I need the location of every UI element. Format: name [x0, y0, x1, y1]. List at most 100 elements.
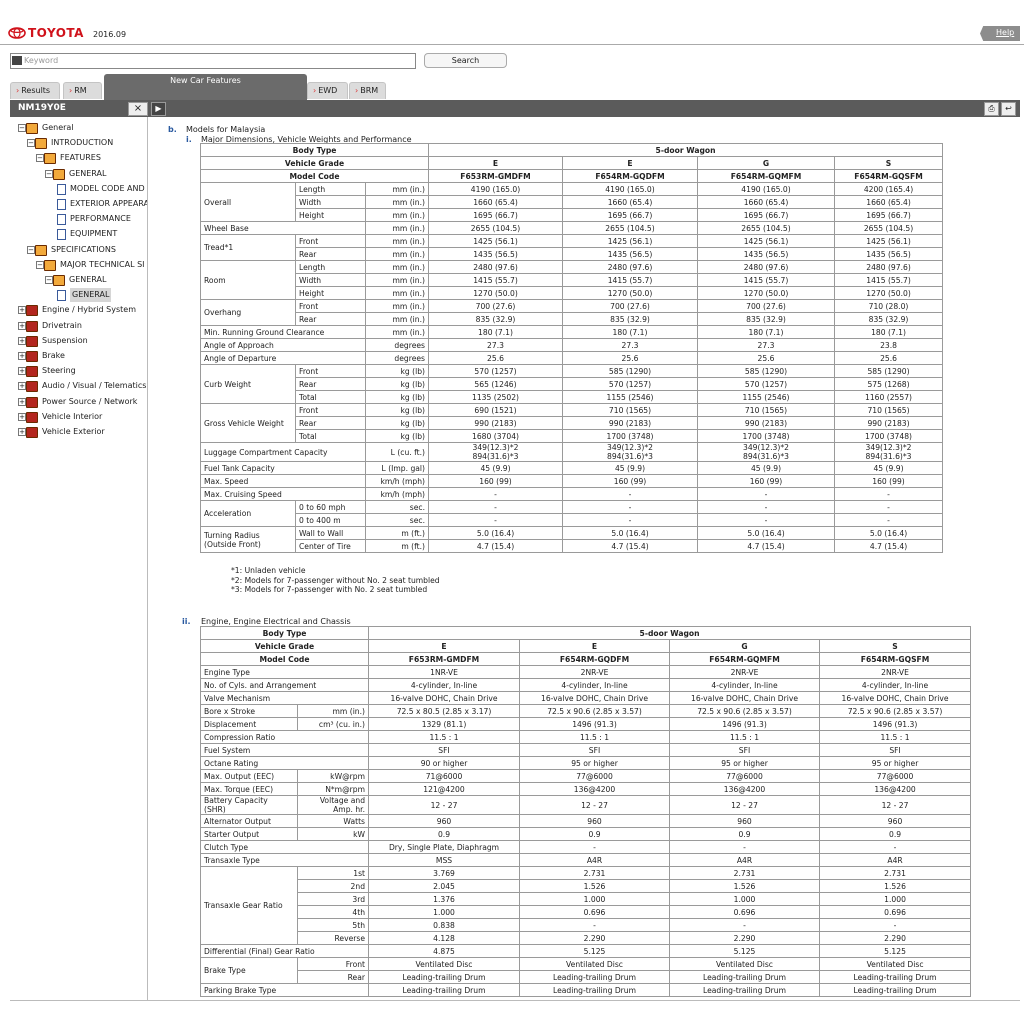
cell: degrees: [365, 351, 429, 365]
cell: S: [819, 639, 972, 653]
expander[interactable]: +: [18, 321, 26, 330]
tree-item[interactable]: − GENERAL: [10, 167, 147, 181]
tab[interactable]: › RM: [63, 82, 102, 99]
tree-label[interactable]: SPECIFICATIONS: [51, 244, 116, 254]
tree-item[interactable]: − SPECIFICATIONS: [10, 243, 147, 257]
tree-item[interactable]: − General: [10, 121, 147, 135]
tree-item[interactable]: + Audio / Visual / Telematics: [10, 379, 147, 393]
tree-label[interactable]: GENERAL: [70, 288, 112, 303]
footnote: *3: Models for 7-passenger with No. 2 se…: [231, 585, 428, 594]
cell: 1.000: [368, 905, 521, 919]
tree-item[interactable]: − GENERAL: [10, 273, 147, 287]
tree-label[interactable]: Drivetrain: [42, 320, 82, 330]
expander[interactable]: +: [18, 412, 26, 421]
cell: Front: [296, 957, 370, 971]
cell: 1435 (56.5): [833, 247, 944, 261]
tree-label[interactable]: Suspension: [42, 335, 88, 345]
tab-label[interactable]: RM: [74, 86, 87, 95]
cell: Front: [295, 299, 366, 313]
expander[interactable]: −: [36, 260, 44, 269]
data-row: Fuel Tank Capacity L (Imp. gal) 45 (9.9) 45…: [200, 461, 944, 475]
tree-item[interactable]: + Vehicle Interior: [10, 410, 147, 424]
tree-label[interactable]: Vehicle Interior: [42, 411, 103, 421]
expander[interactable]: −: [18, 124, 26, 132]
expander[interactable]: +: [18, 352, 26, 360]
tree-item[interactable]: GENERAL: [10, 288, 147, 303]
expander[interactable]: −: [27, 139, 35, 148]
cell: 2655 (104.5): [697, 221, 835, 235]
tree-item[interactable]: + Steering: [10, 364, 147, 378]
close-button[interactable]: ×: [128, 102, 148, 116]
tree-label[interactable]: INTRODUCTION: [51, 138, 114, 148]
tree-label[interactable]: Vehicle Exterior: [42, 427, 105, 436]
back-button[interactable]: ↩: [1001, 102, 1016, 116]
tree-label[interactable]: GENERAL: [69, 168, 107, 178]
tree-item[interactable]: + Brake: [10, 349, 147, 363]
expander[interactable]: −: [45, 276, 53, 284]
cell: 1270 (50.0): [428, 286, 563, 300]
tree-label[interactable]: Audio / Visual / Telematics: [42, 381, 147, 391]
cell: 11.5 : 1: [519, 730, 671, 744]
tree-label[interactable]: GENERAL: [69, 275, 107, 284]
expander[interactable]: +: [18, 397, 26, 406]
tree-label[interactable]: EQUIPMENT: [70, 229, 118, 239]
expander[interactable]: −: [36, 154, 44, 163]
tree-label[interactable]: Power Source / Network: [42, 396, 138, 406]
keyword-input[interactable]: Keyword: [10, 53, 416, 69]
tree-item[interactable]: + Drivetrain: [10, 319, 147, 333]
expander[interactable]: +: [18, 382, 26, 391]
tree-item[interactable]: − INTRODUCTION: [10, 136, 147, 150]
tree-label[interactable]: EXTERIOR APPEARA: [70, 199, 148, 208]
tree-item[interactable]: + Engine / Hybrid System: [10, 303, 147, 317]
search-label[interactable]: Search: [451, 56, 480, 65]
tab-label[interactable]: BRM: [360, 86, 379, 95]
tab[interactable]: › BRM: [349, 82, 386, 99]
cell: 1415 (55.7): [697, 273, 835, 287]
tree-item[interactable]: − MAJOR TECHNICAL SI: [10, 258, 147, 272]
tree-item[interactable]: + Suspension: [10, 334, 147, 348]
data-row: Overall Length mm (in.) 4190 (165.0) 4190 (1…: [200, 182, 944, 222]
cell: 72.5 x 90.6 (2.85 x 3.57): [819, 704, 972, 718]
tree-item[interactable]: EXTERIOR APPEARA: [10, 197, 147, 211]
tree-label[interactable]: PERFORMANCE: [70, 214, 131, 224]
cell: Wall to Wall: [295, 526, 366, 540]
tab-label[interactable]: Results: [21, 86, 51, 95]
tab-label[interactable]: EWD: [318, 86, 338, 95]
cell: 4-cylinder, In-line: [819, 678, 972, 692]
print-button[interactable]: ⎙: [984, 102, 999, 116]
search-button[interactable]: Search: [424, 53, 507, 68]
data-row: Battery Capacity (SHR) Voltage and Amp. h…: [200, 795, 972, 815]
cell: 77@6000: [819, 769, 972, 783]
tree-label[interactable]: MAJOR TECHNICAL SI: [60, 259, 145, 269]
tree-label[interactable]: General: [42, 123, 74, 132]
cell: 349(12.3)*2 894(31.6)*3: [562, 442, 698, 462]
tab-label[interactable]: New Car Features: [170, 76, 241, 85]
expander[interactable]: +: [18, 428, 26, 436]
tree-label[interactable]: Steering: [42, 366, 76, 376]
help-label[interactable]: Help: [996, 28, 1015, 37]
tree-item[interactable]: − FEATURES: [10, 151, 147, 165]
cell: -: [819, 840, 972, 854]
help-button[interactable]: Help: [980, 26, 1020, 41]
tree-label[interactable]: Brake: [42, 351, 65, 360]
tree-label[interactable]: MODEL CODE AND: [70, 183, 145, 193]
tree-item[interactable]: + Vehicle Exterior: [10, 425, 147, 439]
tree-label[interactable]: Engine / Hybrid System: [42, 305, 136, 315]
tree-item[interactable]: PERFORMANCE: [10, 212, 147, 226]
expander[interactable]: +: [18, 367, 26, 376]
cell: Min. Running Ground Clearance: [200, 325, 366, 339]
tab[interactable]: New Car Features: [104, 74, 307, 101]
expander[interactable]: −: [45, 169, 53, 178]
expand-button[interactable]: ▶: [151, 102, 166, 116]
expander[interactable]: +: [18, 336, 26, 345]
tree-label[interactable]: FEATURES: [60, 153, 101, 163]
expander[interactable]: −: [27, 245, 35, 254]
cell: 180 (7.1): [428, 325, 563, 339]
tab[interactable]: › Results: [10, 82, 60, 99]
cell: -: [833, 487, 944, 501]
expander[interactable]: +: [18, 306, 26, 315]
tree-item[interactable]: + Power Source / Network: [10, 395, 147, 409]
tree-item[interactable]: MODEL CODE AND: [10, 182, 147, 196]
tree-item[interactable]: EQUIPMENT: [10, 227, 147, 241]
tab[interactable]: › EWD: [307, 82, 348, 99]
